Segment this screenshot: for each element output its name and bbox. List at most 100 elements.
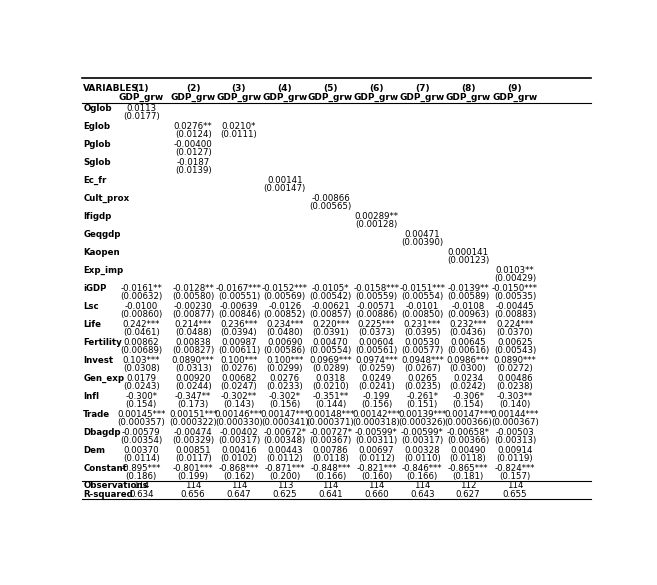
Text: GDP_grw: GDP_grw	[308, 93, 353, 102]
Text: (0.143): (0.143)	[223, 400, 254, 408]
Text: (9): (9)	[508, 84, 522, 92]
Text: -0.824***: -0.824***	[495, 463, 535, 473]
Text: (0.00535): (0.00535)	[494, 291, 536, 301]
Text: (0.00354): (0.00354)	[120, 435, 162, 445]
Text: 0.232***: 0.232***	[449, 319, 487, 329]
Text: 0.0318: 0.0318	[315, 374, 346, 383]
Text: -0.0139**: -0.0139**	[447, 284, 489, 292]
Text: (0.162): (0.162)	[223, 472, 254, 480]
Text: 0.00645: 0.00645	[450, 338, 486, 346]
Text: 0.00604: 0.00604	[359, 338, 394, 346]
Text: Life: Life	[83, 319, 101, 329]
Text: -0.0151***: -0.0151***	[399, 284, 445, 292]
Text: (0.0300): (0.0300)	[449, 363, 486, 373]
Text: -0.846***: -0.846***	[402, 463, 443, 473]
Text: (0.0289): (0.0289)	[312, 363, 349, 373]
Text: -0.848***: -0.848***	[310, 463, 351, 473]
Text: (0.00317): (0.00317)	[401, 435, 443, 445]
Text: 0.00146***: 0.00146***	[215, 410, 263, 419]
Text: 0.220***: 0.220***	[312, 319, 350, 329]
Text: 0.00914: 0.00914	[497, 446, 533, 455]
Text: -0.300*: -0.300*	[125, 391, 157, 401]
Text: 0.100***: 0.100***	[266, 356, 304, 364]
Text: 0.0113: 0.0113	[126, 104, 156, 113]
Text: 0.00370: 0.00370	[124, 446, 159, 455]
Text: (0.0112): (0.0112)	[266, 453, 303, 463]
Text: (0.0370): (0.0370)	[497, 328, 533, 336]
Text: (0.0391): (0.0391)	[312, 328, 349, 336]
Text: (0.000341): (0.000341)	[261, 418, 309, 426]
Text: (0.00963): (0.00963)	[447, 309, 489, 318]
Text: -0.306*: -0.306*	[452, 391, 484, 401]
Text: (0.000330): (0.000330)	[215, 418, 263, 426]
Text: (0.173): (0.173)	[177, 400, 209, 408]
Text: 0.0234: 0.0234	[453, 374, 483, 383]
Text: 0.660: 0.660	[364, 490, 389, 499]
Text: iGDP: iGDP	[83, 284, 106, 292]
Text: Dbagdp: Dbagdp	[83, 428, 121, 436]
Text: 0.224***: 0.224***	[496, 319, 533, 329]
Text: R-squared: R-squared	[83, 490, 133, 499]
Text: (0.181): (0.181)	[453, 472, 484, 480]
Text: -0.0187: -0.0187	[177, 157, 210, 167]
Text: 0.00443: 0.00443	[267, 446, 303, 455]
Text: (0.00317): (0.00317)	[218, 435, 260, 445]
Text: 0.000141: 0.000141	[447, 247, 489, 257]
Text: (0.00329): (0.00329)	[172, 435, 214, 445]
Text: -0.868***: -0.868***	[219, 463, 260, 473]
Text: Gen_exp: Gen_exp	[83, 374, 124, 383]
Text: (0.0127): (0.0127)	[175, 147, 212, 157]
Text: Invest: Invest	[83, 356, 113, 364]
Text: (0.000326): (0.000326)	[398, 418, 446, 426]
Text: (0.00589): (0.00589)	[447, 291, 489, 301]
Text: (0.00860): (0.00860)	[120, 309, 162, 318]
Text: 0.00690: 0.00690	[267, 338, 302, 346]
Text: -0.00445: -0.00445	[495, 302, 534, 311]
Text: (0.00846): (0.00846)	[218, 309, 260, 318]
Text: (0.000322): (0.000322)	[170, 418, 217, 426]
Text: (6): (6)	[369, 84, 384, 92]
Text: (0.0480): (0.0480)	[266, 328, 303, 336]
Text: 0.242***: 0.242***	[122, 319, 160, 329]
Text: (0.154): (0.154)	[453, 400, 484, 408]
Text: -0.00727*: -0.00727*	[309, 428, 352, 436]
Text: (0.0110): (0.0110)	[404, 453, 441, 463]
Text: Infl: Infl	[83, 391, 99, 401]
Text: -0.00230: -0.00230	[173, 302, 212, 311]
Text: 0.00416: 0.00416	[221, 446, 257, 455]
Text: (0.151): (0.151)	[407, 400, 438, 408]
Text: 0.0969***: 0.0969***	[309, 356, 352, 364]
Text: 0.100***: 0.100***	[220, 356, 258, 364]
Text: (0.199): (0.199)	[177, 472, 209, 480]
Text: (3): (3)	[232, 84, 246, 92]
Text: -0.865***: -0.865***	[448, 463, 488, 473]
Text: 0.00471: 0.00471	[405, 229, 440, 239]
Text: 112: 112	[460, 481, 476, 490]
Text: 0.0890***: 0.0890***	[171, 356, 214, 364]
Text: 0.234***: 0.234***	[266, 319, 304, 329]
Text: Exp_imp: Exp_imp	[83, 266, 124, 275]
Text: (0.00569): (0.00569)	[263, 291, 306, 301]
Text: (4): (4)	[277, 84, 292, 92]
Text: (0.0241): (0.0241)	[358, 381, 395, 391]
Text: 0.00145***: 0.00145***	[117, 410, 166, 419]
Text: -0.261*: -0.261*	[406, 391, 438, 401]
Text: (0.00580): (0.00580)	[172, 291, 214, 301]
Text: Fertility: Fertility	[83, 338, 122, 346]
Text: (0.0119): (0.0119)	[497, 453, 533, 463]
Text: 0.0103**: 0.0103**	[495, 266, 534, 274]
Text: (0.0488): (0.0488)	[175, 328, 212, 336]
Text: (0.0259): (0.0259)	[358, 363, 395, 373]
Text: -0.00474: -0.00474	[173, 428, 212, 436]
Text: 0.00139***: 0.00139***	[398, 410, 446, 419]
Text: (0.0118): (0.0118)	[449, 453, 486, 463]
Text: (0.0267): (0.0267)	[404, 363, 441, 373]
Text: (0.00348): (0.00348)	[263, 435, 306, 445]
Text: 0.214***: 0.214***	[175, 319, 212, 329]
Text: (0.0139): (0.0139)	[175, 166, 212, 174]
Text: (0.00616): (0.00616)	[447, 346, 489, 355]
Text: 0.0276**: 0.0276**	[174, 122, 212, 130]
Text: 0.00697: 0.00697	[359, 446, 394, 455]
Text: Oglob: Oglob	[83, 104, 112, 113]
Text: -0.0158***: -0.0158***	[353, 284, 399, 292]
